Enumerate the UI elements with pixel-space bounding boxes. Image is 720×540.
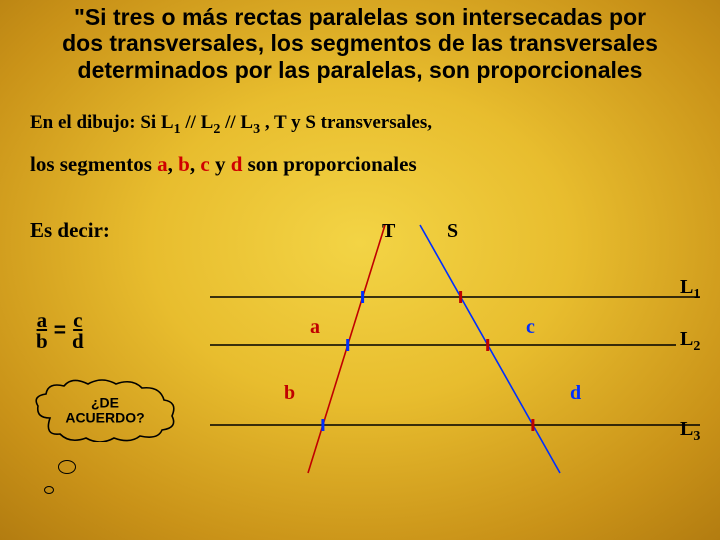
seg-d: d xyxy=(231,152,243,176)
eq-d: d xyxy=(72,331,84,352)
t: son proporcionales xyxy=(242,152,416,176)
t: , xyxy=(190,152,201,176)
es-decir-label: Es decir: xyxy=(30,218,110,243)
sub: 1 xyxy=(174,122,181,137)
diagram-label-d: d xyxy=(570,382,581,405)
diagram-label-b: b xyxy=(284,382,295,405)
t: // L xyxy=(181,112,214,133)
t: , T y S transversales, xyxy=(260,112,432,133)
seg-a: a xyxy=(157,152,168,176)
eq-b: b xyxy=(36,331,48,352)
thought-bubble-icon xyxy=(58,460,76,474)
equals-sign: = xyxy=(54,319,66,343)
eq-c: c xyxy=(73,310,82,331)
cloud-line2: ACUERDO? xyxy=(65,409,144,425)
t: En el dibujo: Si L xyxy=(30,112,174,133)
eq-a: a xyxy=(37,310,48,331)
diagram-svg xyxy=(210,200,710,500)
cloud-text: ¿DE ACUERDO? xyxy=(65,395,144,424)
theorem-title: "Si tres o más rectas paralelas son inte… xyxy=(0,0,720,83)
drawing-premise: En el dibujo: Si L1 // L2 // L3 , T y S … xyxy=(30,112,432,138)
cloud-line1: ¿DE xyxy=(91,394,119,410)
t: y xyxy=(210,152,231,176)
seg-c: c xyxy=(200,152,209,176)
diagram-label-L3: L3 xyxy=(680,418,700,445)
thought-bubble-icon xyxy=(44,486,54,494)
diagram-label-L1: L1 xyxy=(680,276,700,303)
thales-diagram: T S L1 L2 L3 a b c d xyxy=(210,200,710,500)
t: , xyxy=(168,152,179,176)
diagram-label-S: S xyxy=(447,220,458,243)
proportion-equation: a b = c d xyxy=(36,310,84,352)
segments-proportional: los segmentos a, b, c y d son proporcion… xyxy=(30,152,417,177)
thought-cloud: ¿DE ACUERDO? xyxy=(30,378,180,442)
diagram-label-L2: L2 xyxy=(680,328,700,355)
t: los segmentos xyxy=(30,152,157,176)
t: // L xyxy=(220,112,253,133)
diagram-label-c: c xyxy=(526,316,535,339)
diagram-label-T: T xyxy=(382,220,395,243)
diagram-label-a: a xyxy=(310,316,320,339)
seg-b: b xyxy=(178,152,190,176)
